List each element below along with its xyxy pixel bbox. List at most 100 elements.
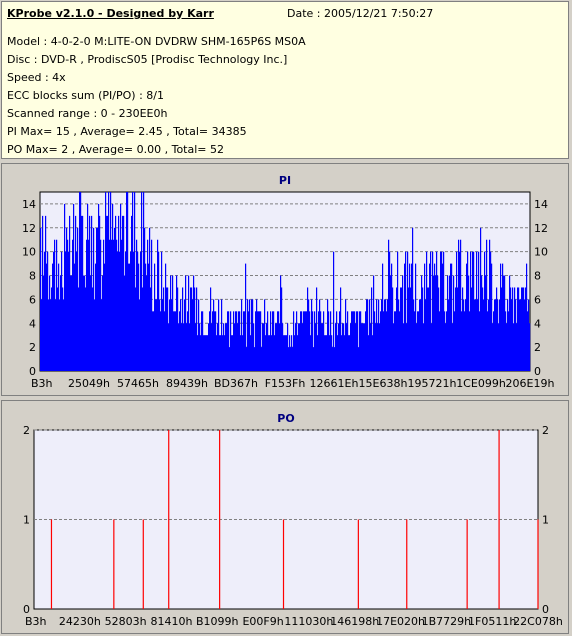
pi-bar [130, 251, 132, 371]
pi-bar [83, 275, 85, 371]
pi-bar [326, 335, 328, 371]
pi-bar [227, 311, 229, 371]
pi-bar [300, 311, 302, 371]
pi-bar [94, 299, 96, 371]
pi-bar [398, 299, 400, 371]
pi-bar [345, 299, 347, 371]
pi-bar [451, 263, 453, 371]
pi-bar [292, 347, 294, 371]
pi-bar [115, 215, 117, 371]
pi-bar [275, 323, 277, 371]
scan-date: Date : 2005/12/21 7:50:27 [287, 7, 434, 20]
pi-bar [290, 347, 292, 371]
pi-bar [165, 263, 167, 371]
pi-bar [333, 251, 335, 371]
pi-bar [422, 287, 424, 371]
pi-bar [334, 347, 336, 371]
pi-bar [468, 275, 470, 371]
pi-bar [418, 311, 420, 371]
pi-bar [386, 311, 388, 371]
pi-bar [164, 311, 166, 371]
pi-bar [88, 239, 90, 371]
pi-bar [274, 335, 276, 371]
pi-bar [108, 192, 110, 371]
pi-bar [159, 299, 161, 371]
pi-bar [200, 335, 202, 371]
pi-bar [188, 275, 190, 371]
pi-bar [231, 335, 233, 371]
pi-bar [157, 239, 159, 371]
pi-bar [429, 263, 431, 371]
pi-bar [78, 287, 80, 371]
pi-bar [340, 287, 342, 371]
pi-bar [140, 251, 142, 371]
pi-bar [374, 311, 376, 371]
pi-bar [260, 311, 262, 371]
pi-bar [246, 347, 248, 371]
pi-bar [421, 275, 423, 371]
pi-bar [187, 311, 189, 371]
pi-bar [266, 323, 268, 371]
pi-bar [104, 263, 106, 371]
pi-bar [261, 347, 263, 371]
pi-bar [109, 239, 111, 371]
pi-bar [124, 275, 126, 371]
pi-bar [401, 287, 403, 371]
pi-bar [174, 311, 176, 371]
pi-bar [473, 251, 475, 371]
pi-bar [291, 335, 293, 371]
y-tick-label-right: 2 [534, 341, 541, 354]
pi-bar [84, 275, 86, 371]
pi-bar [122, 215, 124, 371]
pi-bar [250, 335, 252, 371]
pi-bar [436, 251, 438, 371]
pi-bar [383, 311, 385, 371]
pi-bar [443, 251, 445, 371]
pi-bar [178, 323, 180, 371]
pi-bar [319, 299, 321, 371]
y-tick-label-right: 8 [534, 270, 541, 283]
y-tick-label-right: 4 [534, 317, 541, 330]
pi-bar [252, 299, 254, 371]
pi-bar [207, 335, 209, 371]
y-tick-label-right: 10 [534, 246, 548, 259]
pi-bar [308, 299, 310, 371]
pi-bar [212, 311, 214, 371]
pi-bar [525, 287, 527, 371]
pi-bar [154, 263, 156, 371]
pi-bar [222, 335, 224, 371]
pi-bar [203, 335, 205, 371]
pi-bar [263, 323, 265, 371]
x-tick-label: 146198h [330, 615, 379, 628]
pi-bar [432, 251, 434, 371]
pi-bar [127, 192, 129, 371]
pi-bar [72, 239, 74, 371]
pi-bar [186, 323, 188, 371]
x-tick-label: 206E19h [506, 377, 555, 390]
pi-bar [327, 299, 329, 371]
pi-bar [328, 311, 330, 371]
pi-bar [105, 192, 107, 371]
pi-bar [119, 251, 121, 371]
pi-bar [220, 335, 222, 371]
pi-bar [526, 263, 528, 371]
pi-bar [40, 227, 42, 371]
pi-bar [373, 275, 375, 371]
pi-bar [74, 263, 76, 371]
pi-bar [396, 287, 398, 371]
pi-bar [138, 263, 140, 371]
pi-bar [152, 311, 154, 371]
pi-bar [284, 335, 286, 371]
pi-bar [221, 299, 223, 371]
pi-bar [177, 287, 179, 371]
pi-bar [347, 311, 349, 371]
pi-bar [254, 347, 256, 371]
pi-bar [265, 335, 267, 371]
pi-bar [458, 239, 460, 371]
pi-bar [45, 215, 47, 371]
pi-bar [355, 323, 357, 371]
pi-bar [256, 299, 258, 371]
pi-bar [461, 311, 463, 371]
pi-bar [251, 299, 253, 371]
pi-bar [285, 335, 287, 371]
